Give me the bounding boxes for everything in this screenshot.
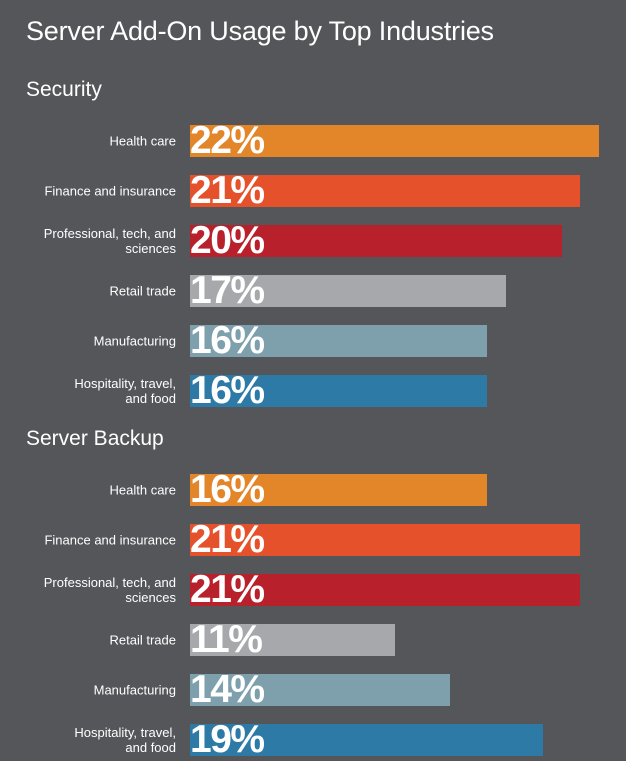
bar-row: Hospitality, travel, and food 19% [0,718,626,761]
category-label: Professional, tech, and sciences [43,575,176,605]
category-label: Professional, tech, and sciences [43,226,176,256]
bar-row: Finance and insurance 21% [0,169,626,212]
bar [190,375,487,407]
chart-title: Server Add-On Usage by Top Industries [26,16,494,46]
category-label: Manufacturing [93,682,176,698]
category-label: Retail trade [109,283,176,299]
bar [190,275,506,307]
bar [190,125,599,157]
data-label: 21% [190,568,265,611]
data-label: 16% [190,319,265,362]
bar [190,175,580,207]
data-label: 11% [190,618,263,661]
bar-row: Manufacturing 16% [0,319,626,362]
bar [190,474,487,506]
bar [190,574,580,606]
bar-row: Finance and insurance 21% [0,518,626,561]
category-label: Manufacturing [93,333,176,349]
category-label: Finance and insurance [44,532,176,548]
section-title: Security [26,78,102,101]
bar-row: Manufacturing 14% [0,668,626,711]
category-label: Hospitality, travel, and food [74,376,176,406]
data-label: 17% [190,269,265,312]
data-label: 21% [190,518,265,561]
data-label: 16% [190,369,265,412]
bar [190,724,543,756]
section-title: Server Backup [26,427,164,450]
bar-row: Retail trade 17% [0,269,626,312]
bar-row: Professional, tech, and sciences 21% [0,568,626,611]
data-label: 22% [190,119,265,162]
bar [190,674,450,706]
bar-row: Health care 22% [0,119,626,162]
data-label: 21% [190,169,265,212]
bar [190,225,562,257]
category-label: Health care [109,133,176,149]
bar-row: Hospitality, travel, and food 16% [0,369,626,412]
data-label: 14% [190,668,265,711]
data-label: 19% [190,718,265,761]
category-label: Health care [109,482,176,498]
category-label: Retail trade [109,632,176,648]
data-label: 16% [190,468,265,511]
bar-row: Retail trade 11% [0,618,626,661]
bar [190,325,487,357]
category-label: Finance and insurance [44,183,176,199]
bar-row: Health care 16% [0,468,626,511]
data-label: 20% [190,219,265,262]
bar-row: Professional, tech, and sciences 20% [0,219,626,262]
bar [190,524,580,556]
category-label: Hospitality, travel, and food [74,725,176,755]
bar [190,624,395,656]
